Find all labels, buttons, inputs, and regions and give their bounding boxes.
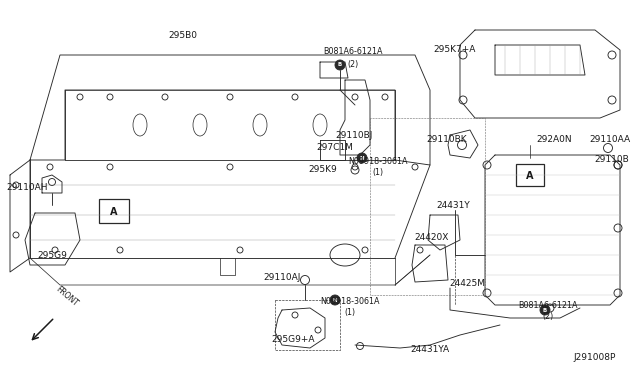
Text: N: N	[360, 155, 364, 160]
Text: 24431YA: 24431YA	[410, 346, 449, 355]
Text: 24420X: 24420X	[415, 234, 449, 243]
Text: A: A	[110, 207, 118, 217]
Text: (1): (1)	[344, 308, 356, 317]
Text: 29110AH: 29110AH	[6, 183, 48, 192]
Text: 24425M: 24425M	[449, 279, 485, 288]
Text: B081A6-6121A: B081A6-6121A	[323, 48, 383, 57]
Text: 29110BK: 29110BK	[427, 135, 467, 144]
Circle shape	[335, 60, 345, 70]
Ellipse shape	[133, 114, 147, 136]
Text: (2): (2)	[542, 312, 554, 321]
Circle shape	[330, 295, 340, 305]
Circle shape	[540, 305, 550, 315]
Ellipse shape	[313, 114, 327, 136]
Text: 295K7+A: 295K7+A	[434, 45, 476, 55]
Text: N09918-3061A: N09918-3061A	[320, 298, 380, 307]
Text: 295K9: 295K9	[308, 166, 337, 174]
Text: N09918-3061A: N09918-3061A	[348, 157, 408, 167]
Text: 29110BJ: 29110BJ	[335, 131, 372, 140]
Text: 295G9: 295G9	[37, 250, 67, 260]
Text: B: B	[543, 308, 547, 312]
Text: N: N	[333, 298, 337, 302]
Text: 29110AA: 29110AA	[589, 135, 630, 144]
Text: 297C1M: 297C1M	[317, 144, 353, 153]
Text: B: B	[338, 62, 342, 67]
Text: 29110AJ: 29110AJ	[263, 273, 301, 282]
Text: 29110B: 29110B	[595, 155, 629, 164]
Circle shape	[357, 153, 367, 163]
Text: B081A6-6121A: B081A6-6121A	[518, 301, 578, 310]
Text: J291008P: J291008P	[574, 353, 616, 362]
Text: A: A	[526, 171, 534, 181]
FancyBboxPatch shape	[516, 164, 544, 186]
Text: 295G9+A: 295G9+A	[271, 336, 315, 344]
Ellipse shape	[253, 114, 267, 136]
Text: FRONT: FRONT	[54, 284, 80, 308]
Text: 24431Y: 24431Y	[436, 201, 470, 209]
Text: 295B0: 295B0	[168, 31, 198, 39]
Ellipse shape	[330, 244, 360, 266]
FancyBboxPatch shape	[99, 199, 129, 223]
Text: (2): (2)	[348, 60, 358, 68]
Ellipse shape	[193, 114, 207, 136]
Text: (1): (1)	[372, 169, 383, 177]
Text: 292A0N: 292A0N	[536, 135, 572, 144]
